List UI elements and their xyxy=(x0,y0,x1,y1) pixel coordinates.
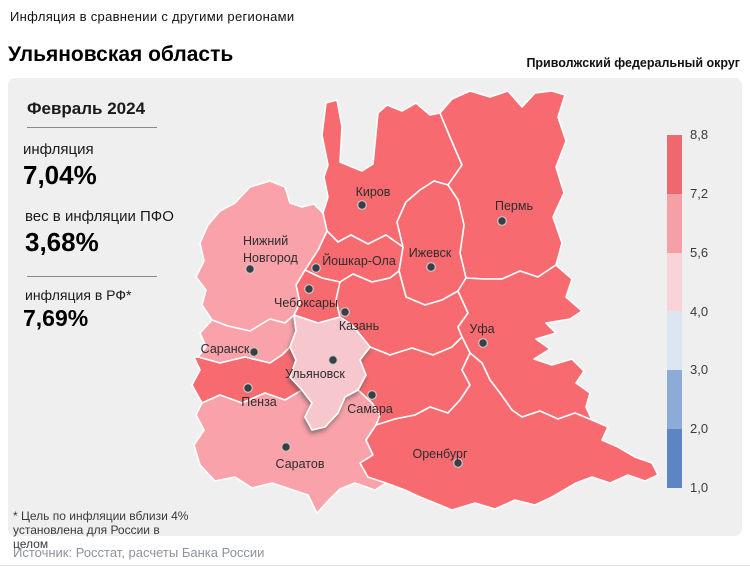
city-marker-dot xyxy=(249,347,259,357)
city-label: Пенза xyxy=(241,395,277,409)
divider xyxy=(27,127,157,128)
city-label: Киров xyxy=(356,185,391,199)
city-marker-dot xyxy=(243,383,253,393)
city-label: Ульяновск xyxy=(285,367,345,381)
city-marker-dot xyxy=(281,442,291,452)
inflation-value: 7,04% xyxy=(23,160,97,190)
legend-tick-label: 8,8 xyxy=(690,127,709,142)
inflation-label: инфляция xyxy=(23,141,94,158)
city-marker-dot xyxy=(478,338,488,348)
city-marker-dot xyxy=(245,264,255,274)
legend-tick-label: 5,6 xyxy=(690,244,709,260)
region-nizhny-novgorod-oblast[interactable] xyxy=(195,180,328,332)
footnote: * Цель по инфляции вблизи 4% установлена… xyxy=(13,509,189,551)
legend-tick-label: 2,0 xyxy=(690,421,709,437)
legend-tick-label: 1,0 xyxy=(690,480,709,495)
city-marker-dot xyxy=(304,284,314,294)
city-label: Ижевск xyxy=(409,246,452,260)
city-label: Уфа xyxy=(469,322,494,336)
city-label: Йошкар-Ола xyxy=(322,253,396,268)
weight-value: 3,68% xyxy=(25,227,99,257)
city-label: Пермь xyxy=(495,199,533,213)
page-title: Ульяновская область xyxy=(8,43,234,66)
city-label: Чебоксары xyxy=(274,296,338,310)
info-block: Февраль 2024 инфляция 7,04% вес в инфляц… xyxy=(8,78,198,551)
city-marker-dot xyxy=(311,263,321,273)
district-label: Приволжский федеральный округ xyxy=(526,56,740,70)
city-marker-dot xyxy=(426,262,436,272)
city-marker-dot xyxy=(453,458,463,468)
legend-tick-label: 4,0 xyxy=(690,303,709,319)
legend-band xyxy=(667,135,682,194)
city-marker-dot xyxy=(357,200,367,210)
region-orenburg-oblast[interactable] xyxy=(359,352,659,511)
city-label: Саранск xyxy=(201,342,250,356)
legend-band xyxy=(667,370,682,430)
weight-label: вес в инфляции ПФО xyxy=(25,208,174,225)
legend-tick-label: 7,2 xyxy=(690,185,709,201)
source-note: Источник: Росстат, расчеты Банка России xyxy=(13,545,265,560)
legend-band xyxy=(667,311,682,371)
city-label: Саратов xyxy=(276,457,325,471)
color-scale-legend: 8,8 7,2 5,6 4,0 3,0 2,0 1,0 xyxy=(667,127,727,495)
city-label: Казань xyxy=(339,319,379,333)
district-map: Киров Пермь Нижний Новгород Ижевск Йошкар-Ола… xyxy=(191,90,659,514)
city-label: Нижний Новгород xyxy=(243,234,298,265)
page-subtitle: Инфляция в сравнении с другими регионами xyxy=(10,9,295,24)
legend-color-bar xyxy=(667,135,682,488)
city-marker-dot xyxy=(497,216,507,226)
rf-inflation-value: 7,69% xyxy=(23,305,89,331)
legend-band xyxy=(667,429,682,488)
period-label: Февраль 2024 xyxy=(27,99,146,118)
city-marker-dot xyxy=(328,355,338,365)
city-marker-dot xyxy=(340,307,350,317)
city-label: Оренбург xyxy=(412,447,467,461)
legend-band xyxy=(667,193,682,253)
legend-tick-label: 3,0 xyxy=(690,362,709,378)
city-marker-dot xyxy=(367,390,377,400)
divider xyxy=(27,276,157,277)
legend-band xyxy=(667,252,682,312)
rf-inflation-label: инфляция в РФ* xyxy=(25,287,132,303)
region-ulyanovsk-oblast-selected[interactable] xyxy=(289,314,371,431)
city-label: Самара xyxy=(347,402,393,416)
